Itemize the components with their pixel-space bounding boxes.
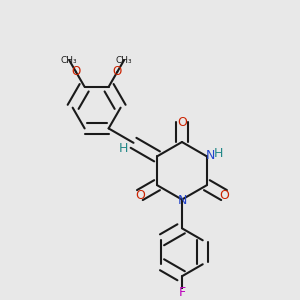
Text: H: H <box>119 142 128 155</box>
Text: N: N <box>206 149 215 162</box>
Text: CH₃: CH₃ <box>116 56 132 64</box>
Text: H: H <box>213 147 223 160</box>
Text: CH₃: CH₃ <box>61 56 77 64</box>
Text: N: N <box>177 194 187 207</box>
Text: O: O <box>219 189 229 202</box>
Text: F: F <box>178 286 185 299</box>
Text: O: O <box>135 189 145 202</box>
Text: O: O <box>113 65 122 78</box>
Text: O: O <box>177 116 187 129</box>
Text: O: O <box>71 65 80 78</box>
